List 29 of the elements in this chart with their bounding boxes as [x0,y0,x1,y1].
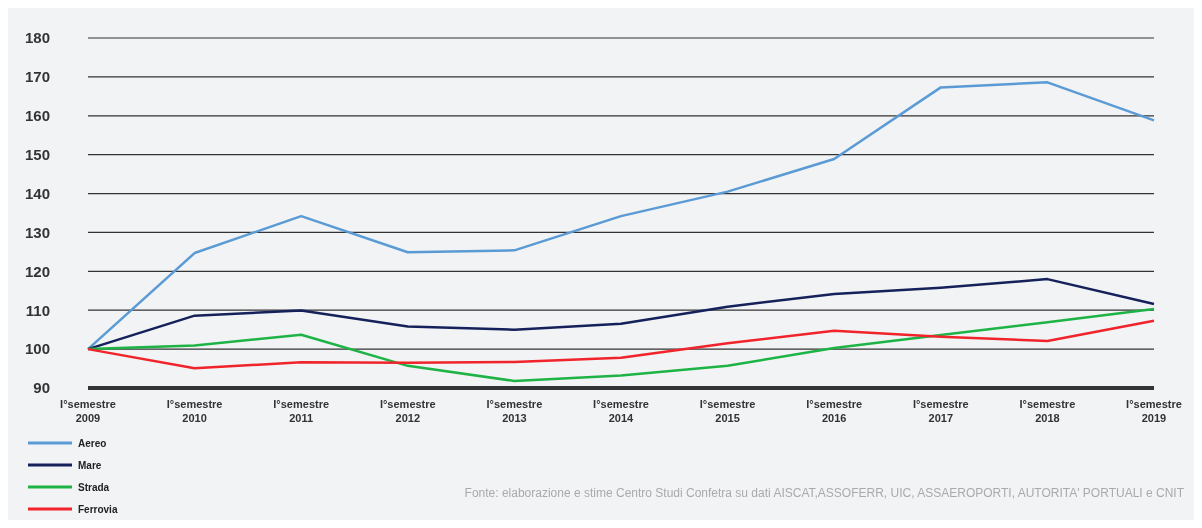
y-tick-label: 140 [24,184,50,202]
x-tick-label: I°semestre 2014 [593,398,649,424]
x-tick-label: I°semestre 2013 [486,398,543,424]
y-tick-label: 110 [25,301,50,319]
x-tick-label: I°semestre 2011 [273,398,330,424]
legend-label: Ferrovia [78,503,118,515]
legend-label: Mare [78,459,102,471]
y-tick-label: 170 [24,68,50,86]
y-tick-label: 90 [33,379,50,397]
x-tick-label: I°semestre 2012 [379,398,436,424]
y-tick-label: 180 [24,29,50,47]
y-tick-label: 150 [24,145,50,163]
legend-label: Aereo [78,437,107,449]
line-series [86,81,1156,351]
x-tick-label: I°semestre 2017 [912,398,969,424]
x-tick-label: I°semestre 2019 [1126,398,1182,424]
line-series [86,277,1156,351]
line-series [86,319,1156,370]
legend-label: Strada [78,481,110,493]
x-tick-label: I°semestre 2018 [1019,398,1076,424]
y-tick-label: 100 [24,340,50,358]
source-note: Fonte: elaborazione e stime Centro Studi Confetra su dati AISCAT,ASSOFERR, UIC, ASSAEROPORTI, AUTORITA' PORTUALI e CNIT [464,486,1184,500]
x-tick-label: I°semestre 2015 [699,398,756,424]
y-tick-label: 120 [24,262,50,280]
x-tick-label: I°semestre 2009 [60,398,116,424]
y-tick-label: 130 [24,223,50,241]
x-tick-label: I°semestre 2010 [166,398,223,424]
x-tick-label: I°semestre 2016 [806,398,863,424]
y-tick-label: 160 [24,107,50,125]
